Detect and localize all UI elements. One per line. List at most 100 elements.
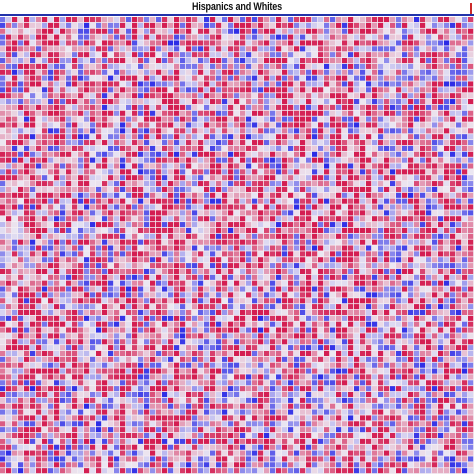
heatmap-cell [330, 163, 336, 169]
heatmap-cell [144, 263, 150, 269]
heatmap-cell [390, 368, 396, 374]
heatmap-cell [462, 268, 468, 274]
heatmap-cell [12, 192, 18, 198]
heatmap-cell [228, 46, 234, 52]
heatmap-cell [354, 93, 360, 99]
heatmap-cell [294, 368, 300, 374]
heatmap-cell [6, 104, 12, 110]
heatmap-cell [372, 292, 378, 298]
heatmap-cell [378, 222, 384, 228]
heatmap-cell [462, 333, 468, 339]
heatmap-cell [444, 145, 450, 151]
heatmap-cell [360, 374, 366, 380]
heatmap-cell [204, 309, 210, 316]
heatmap-cell [192, 163, 198, 169]
heatmap-cell [426, 216, 432, 222]
heatmap-cell [168, 17, 174, 23]
heatmap-cell [366, 22, 372, 28]
heatmap-cell [288, 204, 294, 210]
heatmap-cell [384, 40, 390, 46]
heatmap-cell [30, 145, 36, 151]
heatmap-cell [378, 368, 384, 374]
heatmap-cell [354, 356, 360, 362]
heatmap-cell [378, 227, 384, 233]
heatmap-cell [6, 345, 12, 351]
heatmap-cell [180, 304, 186, 310]
heatmap-cell [12, 186, 18, 192]
heatmap-cell [276, 58, 282, 64]
heatmap-cell [90, 198, 96, 204]
heatmap-cell [462, 186, 468, 192]
heatmap-cell [414, 110, 420, 116]
heatmap-cell [144, 34, 150, 40]
heatmap-cell [336, 239, 342, 245]
heatmap-cell [438, 52, 444, 58]
heatmap-cell [132, 181, 138, 187]
heatmap-cell [324, 257, 330, 263]
heatmap-cell [174, 22, 180, 28]
heatmap-cell [456, 216, 462, 222]
heatmap-cell [54, 204, 60, 210]
heatmap-cell [6, 134, 12, 140]
heatmap-cell [252, 104, 258, 110]
heatmap-cell [312, 192, 318, 198]
heatmap-cell [42, 315, 48, 321]
heatmap-cell [462, 58, 468, 64]
heatmap-cell [138, 22, 144, 28]
heatmap-cell [180, 321, 186, 327]
heatmap-cell [276, 157, 282, 163]
heatmap-cell [234, 321, 240, 327]
heatmap-cell [36, 186, 42, 192]
heatmap-cell [432, 140, 438, 146]
heatmap-cell [390, 145, 396, 151]
heatmap-cell [198, 151, 204, 157]
heatmap-cell [450, 216, 456, 222]
heatmap-cell [336, 52, 342, 58]
heatmap-cell [348, 210, 354, 216]
heatmap-cell [102, 356, 108, 362]
heatmap-cell [120, 263, 126, 269]
heatmap-cell [114, 257, 120, 263]
heatmap-cell [360, 315, 366, 321]
heatmap-cell [330, 286, 336, 292]
heatmap-cell [390, 151, 396, 157]
heatmap-cell [96, 227, 102, 233]
heatmap-cell [156, 210, 162, 216]
heatmap-cell [408, 309, 414, 316]
heatmap-cell [300, 239, 306, 245]
heatmap-cell [120, 227, 126, 233]
heatmap-cell [0, 239, 6, 245]
heatmap-cell [180, 210, 186, 216]
heatmap-cell [318, 181, 324, 187]
heatmap-cell [342, 216, 348, 222]
heatmap-cell [12, 17, 18, 23]
heatmap-cell [324, 40, 330, 46]
heatmap-cell [258, 28, 264, 34]
heatmap-cell [198, 268, 204, 274]
heatmap-cell [18, 204, 24, 210]
heatmap-cell [0, 345, 6, 351]
heatmap-cell [174, 34, 180, 40]
heatmap-cell [288, 63, 294, 69]
heatmap-cell [324, 251, 330, 257]
heatmap-cell [330, 204, 336, 210]
heatmap-cell [192, 345, 198, 351]
heatmap-cell [348, 327, 354, 333]
heatmap-cell [270, 110, 276, 116]
heatmap-cell [60, 169, 66, 175]
heatmap-cell [120, 63, 126, 69]
heatmap-cell [390, 239, 396, 245]
heatmap-cell [0, 58, 6, 64]
heatmap-cell [48, 175, 54, 181]
heatmap-cell [336, 280, 342, 286]
heatmap-cell [240, 93, 246, 99]
heatmap-cell [252, 145, 258, 151]
heatmap-cell [228, 28, 234, 34]
heatmap-cell [48, 192, 54, 198]
heatmap-cell [264, 17, 270, 23]
heatmap-cell [156, 145, 162, 151]
heatmap-cell [78, 116, 84, 122]
heatmap-cell [276, 110, 282, 116]
heatmap-cell [186, 233, 192, 239]
heatmap-cell [174, 362, 180, 368]
